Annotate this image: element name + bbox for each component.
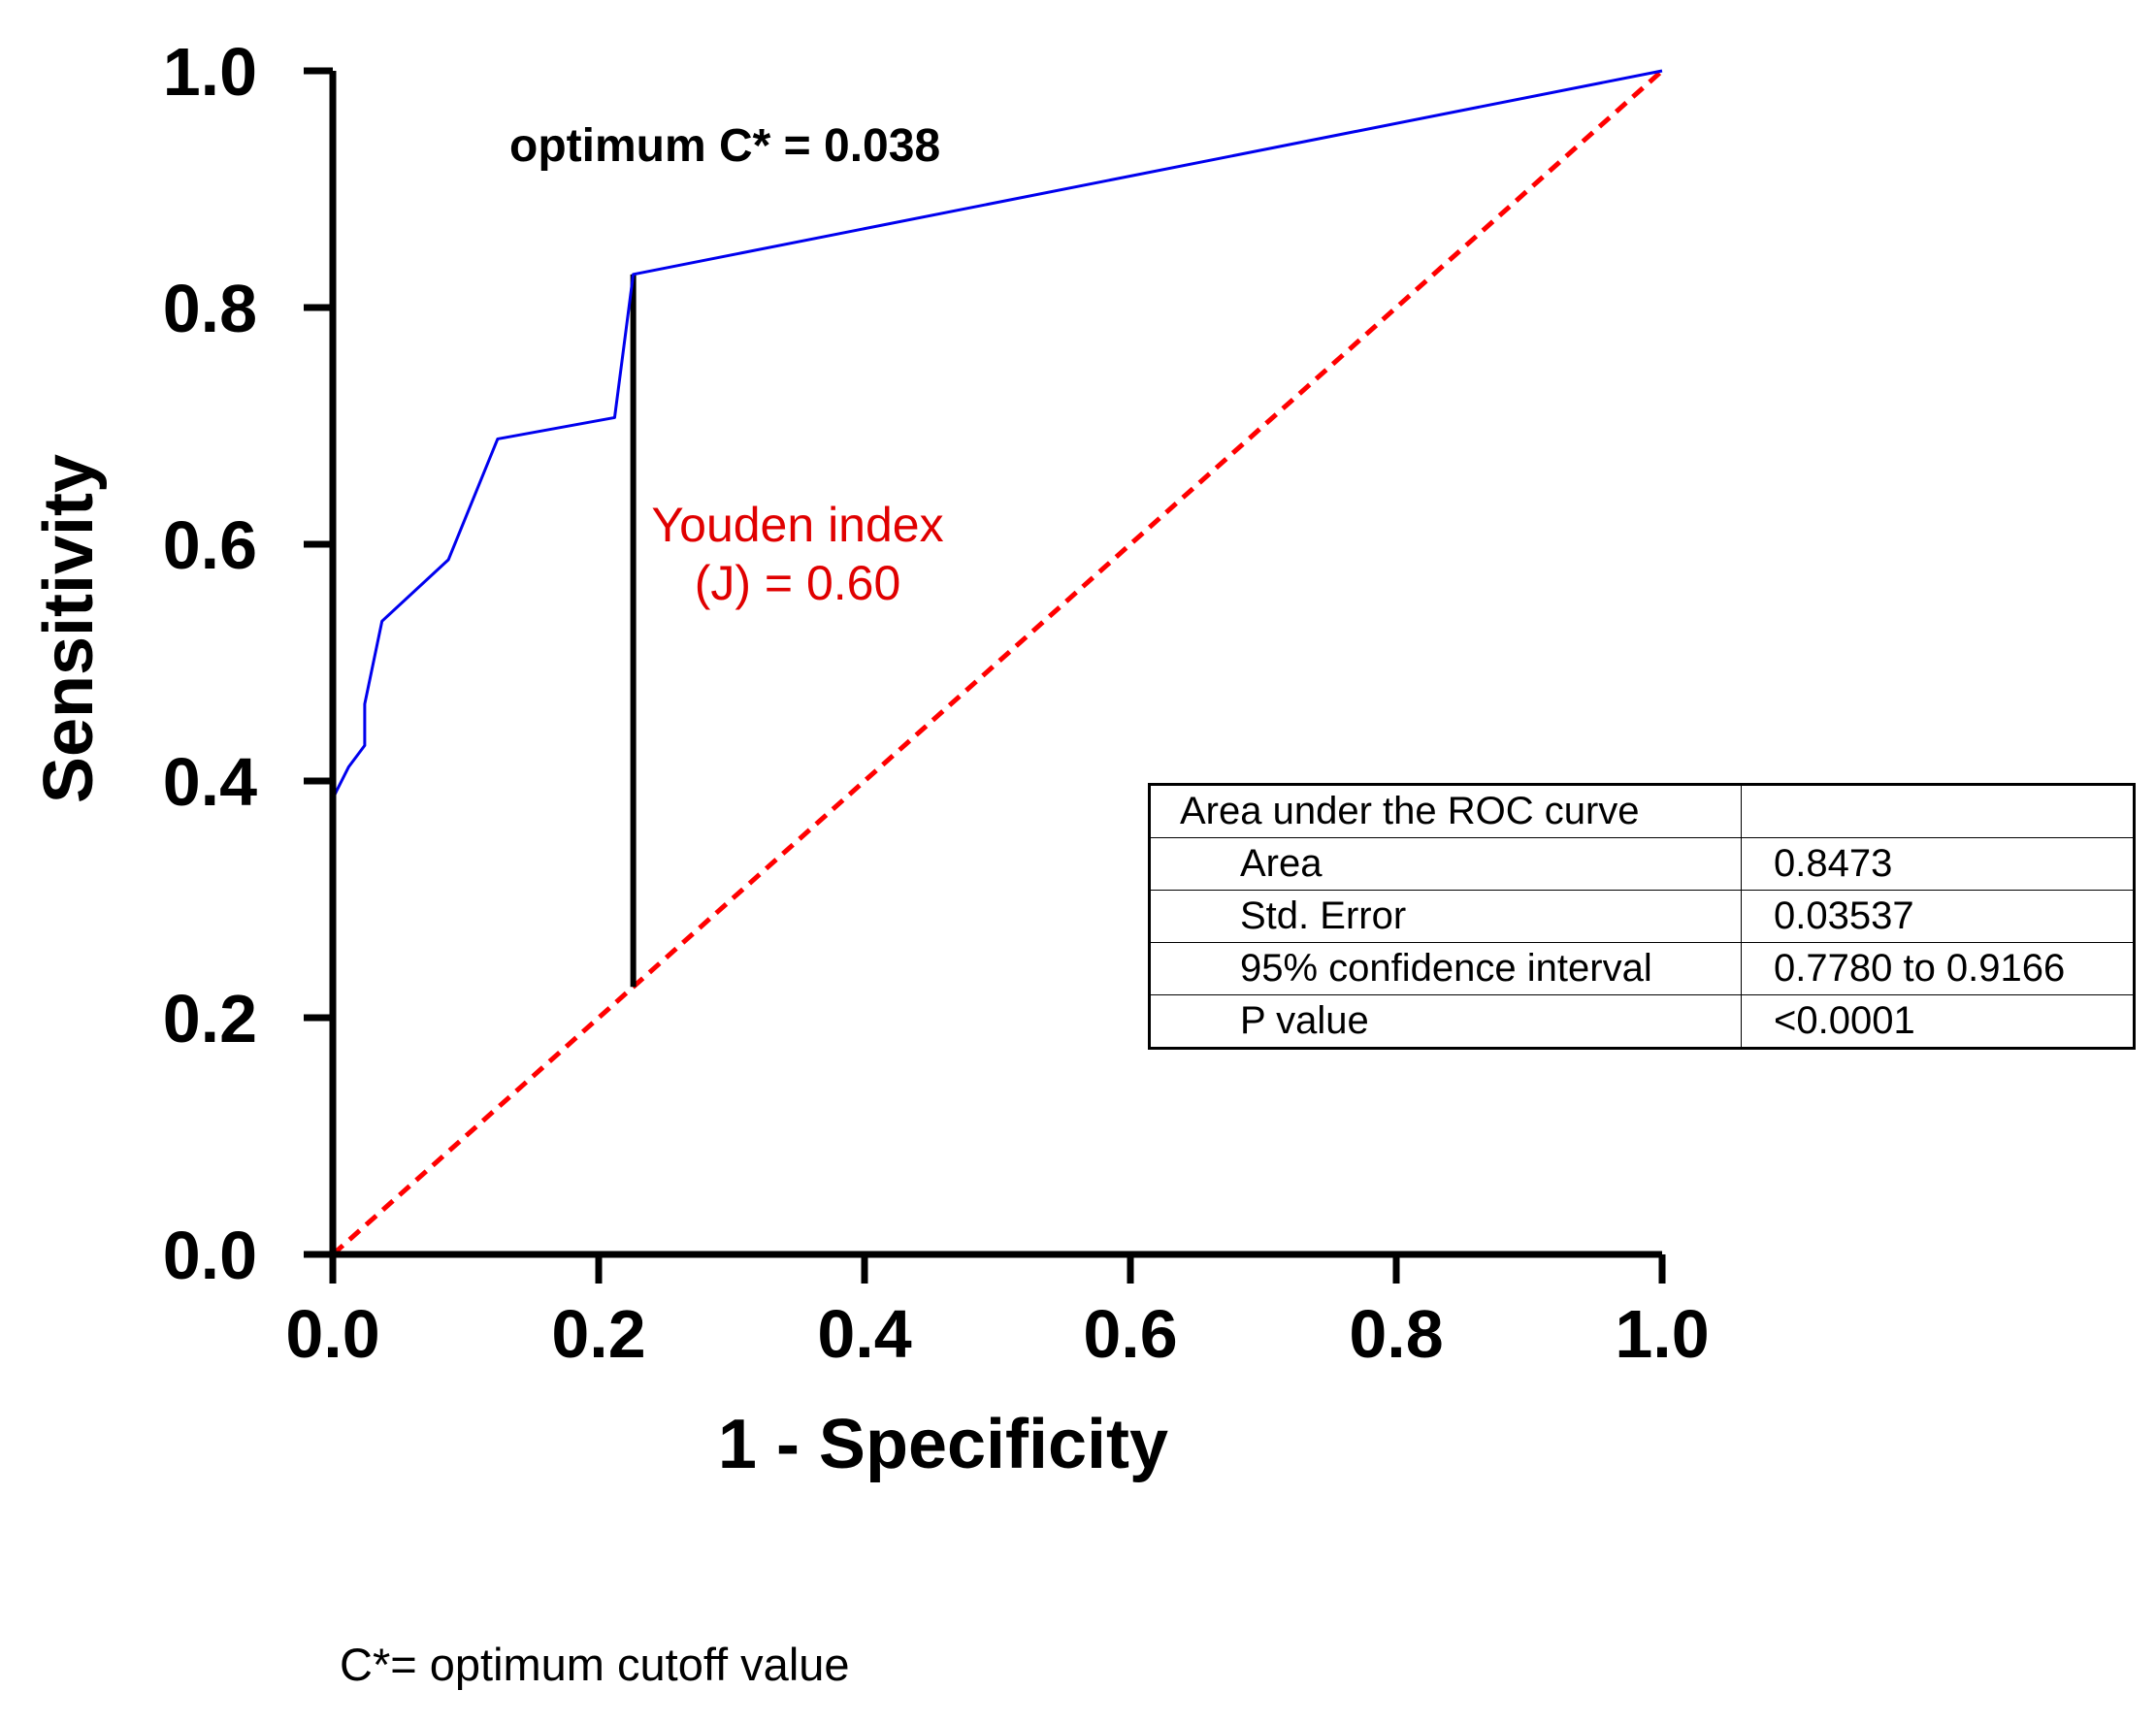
row-value-confidence-interval: 0.7780 to 0.9166: [1741, 942, 2135, 995]
x-tick-label: 1.0: [1615, 1296, 1709, 1372]
row-label-std-error: Std. Error: [1240, 894, 1407, 937]
table-row: Area 0.8473: [1149, 837, 2135, 891]
auc-stats-table: Area under the ROC curve Area 0.8473 Std…: [1148, 783, 2136, 1050]
y-tick-label: 1.0: [163, 34, 257, 110]
table-row: 95% confidence interval 0.7780 to 0.9166: [1149, 942, 2135, 995]
y-tick-label: 0.8: [163, 271, 257, 346]
y-axis-title: Sensitivity: [30, 454, 108, 803]
table-cell-label: Area: [1149, 837, 1742, 891]
youden-index-label: Youden index: [651, 498, 943, 552]
x-tick-label: 0.2: [551, 1296, 645, 1372]
x-tick-label: 0.8: [1349, 1296, 1443, 1372]
row-label-area: Area: [1240, 842, 1323, 885]
y-tick-label: 0.0: [163, 1218, 257, 1293]
row-value-p-value: <0.0001: [1741, 994, 2135, 1049]
x-tick-label: 0.4: [817, 1296, 911, 1372]
table-cell-label: 95% confidence interval: [1149, 942, 1742, 995]
y-tick-label: 0.4: [163, 744, 257, 820]
optimum-cutoff-annotation: optimum C* = 0.038: [509, 120, 940, 172]
row-value-std-error: 0.03537: [1741, 890, 2135, 943]
table-cell-label: P value: [1149, 994, 1742, 1049]
table-header-label: Area under the ROC curve: [1180, 790, 1640, 832]
reference-diagonal-line: [331, 69, 1664, 1256]
table-header-cell: Area under the ROC curve: [1149, 784, 1742, 838]
x-tick-label: 0.0: [285, 1296, 379, 1372]
row-label-p-value: P value: [1240, 999, 1369, 1042]
row-value-area: 0.8473: [1741, 837, 2135, 891]
x-axis-title: 1 - Specificity: [718, 1406, 1168, 1483]
table-header-value-cell: [1741, 784, 2135, 838]
y-tick-label: 0.2: [163, 981, 257, 1057]
footnote: C*= optimum cutoff value: [340, 1639, 850, 1690]
row-label-confidence-interval: 95% confidence interval: [1240, 947, 1652, 990]
youden-index-value: (J) = 0.60: [695, 556, 901, 610]
table-header-row: Area under the ROC curve: [1149, 784, 2135, 838]
table-row: P value <0.0001: [1149, 994, 2135, 1049]
table-cell-label: Std. Error: [1149, 890, 1742, 943]
y-tick-label: 0.6: [163, 507, 257, 583]
roc-curve-line: [331, 69, 1663, 1254]
table-row: Std. Error 0.03537: [1149, 890, 2135, 943]
x-tick-label: 0.6: [1083, 1296, 1177, 1372]
